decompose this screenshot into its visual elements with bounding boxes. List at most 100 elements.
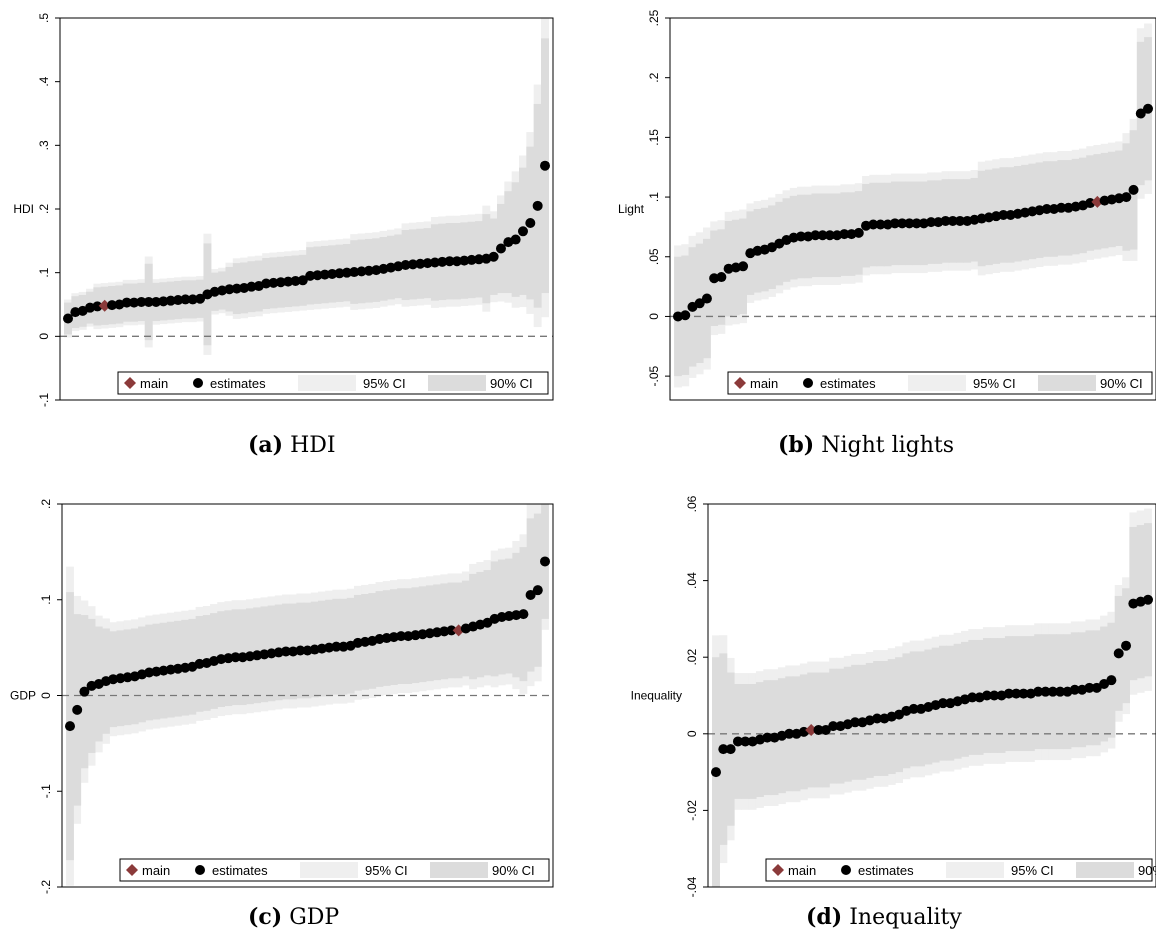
- estimate-point: [694, 298, 705, 309]
- estimate-point: [813, 724, 824, 735]
- estimate-point: [422, 258, 433, 269]
- estimate-point: [824, 230, 835, 241]
- legend-ci95-swatch: [908, 375, 966, 391]
- estimate-point: [295, 645, 306, 656]
- estimate-point: [72, 704, 83, 715]
- legend-ci90-swatch: [430, 862, 488, 878]
- plot-area: [62, 504, 553, 886]
- plot-area: [708, 508, 1156, 887]
- estimate-point: [940, 215, 951, 226]
- estimate-point: [853, 227, 864, 238]
- estimate-point: [926, 217, 937, 228]
- estimate-point: [810, 230, 821, 241]
- estimate-point: [495, 243, 506, 254]
- y-tick-label: .1: [39, 594, 53, 604]
- y-axis-title: GDP: [10, 689, 36, 703]
- estimate-point: [1121, 640, 1132, 651]
- estimate-point: [1135, 108, 1146, 119]
- estimate-point: [740, 736, 751, 747]
- main-estimate-marker: [805, 723, 818, 736]
- estimate-point: [911, 218, 922, 229]
- estimate-point: [540, 556, 550, 567]
- estimate-point: [319, 269, 330, 280]
- legend-estimates-marker: [841, 865, 851, 875]
- caption-label: (b): [778, 432, 815, 458]
- estimate-point: [261, 278, 272, 289]
- legend-ci90-label: 90% CI: [1100, 376, 1143, 391]
- estimate-point: [451, 256, 462, 267]
- estimate-point: [711, 767, 721, 778]
- legend-estimates-marker: [193, 378, 203, 388]
- estimate-point: [1011, 688, 1022, 699]
- estimate-point: [230, 652, 241, 663]
- estimate-point: [415, 258, 426, 269]
- estimate-point: [872, 713, 883, 724]
- y-axis-title: Inequality: [631, 689, 682, 703]
- estimate-point: [268, 277, 279, 288]
- estimate-point: [795, 231, 806, 242]
- estimate-point: [1128, 184, 1139, 195]
- estimate-point: [738, 261, 749, 272]
- legend-main-label: main: [788, 863, 816, 878]
- y-tick-label: .06: [685, 495, 699, 512]
- legend-estimates-marker: [803, 378, 813, 388]
- y-tick-label: .1: [647, 192, 661, 202]
- estimate-point: [967, 692, 978, 703]
- estimate-point: [1085, 198, 1096, 209]
- y-tick-label: .02: [685, 649, 699, 666]
- estimate-point: [532, 200, 543, 211]
- estimate-point: [701, 293, 712, 304]
- y-tick-label: -.02: [685, 800, 699, 821]
- estimate-point: [839, 229, 850, 240]
- chart-plot-hdi: -.1 0 .1 .2 .3 .4 .5 HDI main estimates 95% CI 90% …: [13, 13, 554, 407]
- legend-ci95-swatch: [298, 375, 356, 391]
- estimate-point: [532, 585, 543, 596]
- y-axis-title: Light: [618, 202, 645, 216]
- y-tick-label: .3: [37, 140, 51, 150]
- estimate-point: [947, 215, 958, 226]
- estimate-point: [1041, 204, 1052, 214]
- y-tick-label: -.1: [37, 393, 51, 407]
- estimate-point: [1033, 686, 1044, 697]
- caption-text: Inequality: [849, 905, 962, 930]
- legend-estimates-label: estimates: [212, 863, 268, 878]
- estimate-point: [1084, 682, 1095, 693]
- estimate-point: [1113, 648, 1124, 659]
- legend-ci90-swatch: [1038, 375, 1096, 391]
- chart-plot-night-lights: -.05 0 .05 .1 .15 .2 .25 Light main estimates 95% …: [618, 9, 1156, 401]
- estimate-point: [473, 254, 484, 265]
- chart-plot-gdp: -.2 -.1 0 .1 .2 GDP main estimates 95% CI 90% CI: [10, 499, 554, 894]
- legend-estimates-label: estimates: [858, 863, 914, 878]
- estimate-point: [63, 313, 73, 324]
- estimate-point: [349, 267, 360, 278]
- estimate-point: [989, 690, 1000, 701]
- estimate-point: [894, 709, 905, 720]
- y-axis-title: HDI: [13, 202, 34, 216]
- estimate-point: [297, 275, 308, 286]
- estimate-point: [180, 294, 191, 305]
- estimate-point: [525, 218, 536, 229]
- estimate-point: [732, 736, 743, 747]
- estimate-point: [331, 641, 342, 652]
- estimate-point: [407, 259, 418, 270]
- estimate-point: [955, 215, 965, 226]
- estimate-point: [510, 234, 521, 245]
- legend-ci90-label: 90% CI: [490, 376, 533, 391]
- y-tick-label: 0: [37, 333, 51, 340]
- estimate-point: [459, 255, 470, 266]
- estimate-point: [151, 296, 162, 307]
- estimate-point: [444, 256, 455, 267]
- estimate-point: [680, 310, 691, 321]
- estimate-point: [1040, 686, 1051, 697]
- estimate-point: [488, 251, 499, 262]
- chart-panel-gdp: -.2 -.1 0.1.2 GDP main estimates 95% CI 90% CI …: [0, 474, 578, 948]
- estimate-point: [165, 295, 176, 306]
- caption-label: (d): [806, 904, 843, 930]
- chart-panel-night-lights: -.05 0 .05 .1 .15 .2 .25 Light main estimates 95% …: [578, 0, 1156, 474]
- estimate-point: [107, 300, 118, 311]
- estimate-point: [1091, 682, 1102, 693]
- estimate-point: [224, 284, 235, 295]
- estimate-point: [1069, 684, 1080, 695]
- legend-ci95-swatch: [946, 862, 1004, 878]
- y-tick-label: .2: [39, 499, 53, 509]
